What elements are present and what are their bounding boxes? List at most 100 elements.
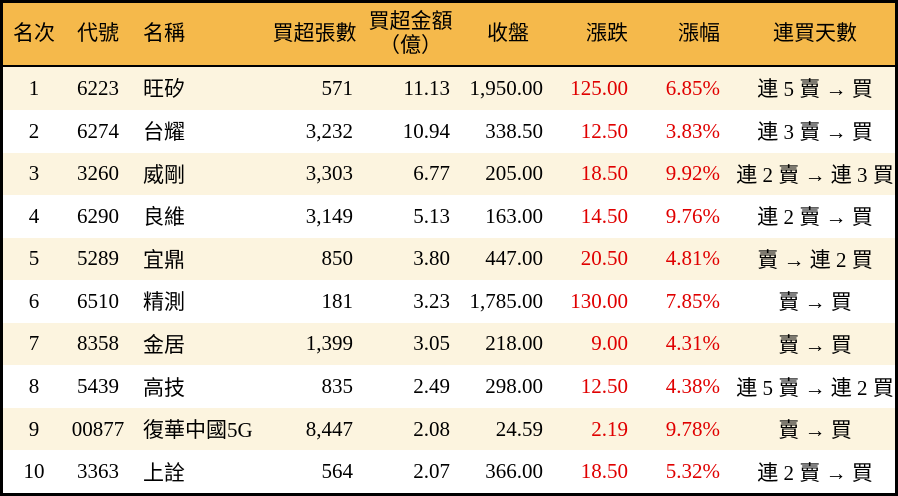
- table-row: 7 8358 金居 1,399 3.05 218.00 9.00 4.31% 賣…: [3, 322, 895, 366]
- cell-change-pct: 4.31%: [665, 331, 720, 356]
- cell-close: 1,950.00: [469, 75, 544, 100]
- cell-change: 2.19: [591, 416, 628, 441]
- table-body: 1 6223 旺矽 571 11.13 1,950.00 125.00 6.85…: [3, 66, 895, 493]
- cell-volume: 8,447: [305, 416, 353, 441]
- cell-streak: 賣 → 買: [778, 418, 852, 443]
- cell-volume: 3,232: [305, 118, 353, 143]
- table-header: 名次 代號 名稱 買超張數 買超金額 （億） 收盤 漲跌 漲幅 連買天數: [3, 3, 895, 67]
- col-header-volume: 買超張數: [266, 3, 363, 67]
- cell-streak: 連 3 賣 → 買: [757, 120, 873, 145]
- cell-rank: 10: [23, 459, 45, 484]
- cell-name: 宜鼎: [143, 247, 185, 272]
- cell-change: 130.00: [570, 288, 628, 313]
- cell-amount: 2.08: [413, 416, 450, 441]
- cell-rank: 3: [28, 161, 40, 186]
- cell-amount: 3.05: [413, 331, 450, 356]
- cell-volume: 181: [321, 288, 354, 313]
- cell-code: 00877: [71, 416, 125, 441]
- cell-rank: 1: [28, 75, 40, 100]
- cell-streak: 連 2 賣 → 買: [757, 460, 873, 485]
- cell-volume: 835: [321, 374, 354, 399]
- cell-rank: 5: [28, 246, 40, 271]
- cell-name: 旺矽: [143, 77, 185, 102]
- cell-volume: 850: [321, 246, 354, 271]
- table-row: 10 3363 上詮 564 2.07 366.00 18.50 5.32% 連…: [3, 450, 895, 493]
- cell-streak: 連 5 賣 → 買: [757, 77, 873, 102]
- cell-change: 18.50: [580, 459, 628, 484]
- cell-code: 6223: [77, 75, 119, 100]
- cell-change-pct: 3.83%: [665, 118, 720, 143]
- cell-rank: 2: [28, 118, 40, 143]
- cell-change-pct: 4.38%: [665, 374, 720, 399]
- cell-close: 298.00: [485, 374, 543, 399]
- col-header-change: 漲跌: [558, 3, 640, 67]
- cell-change-pct: 9.78%: [665, 416, 720, 441]
- cell-change-pct: 6.85%: [665, 75, 720, 100]
- header-row: 名次 代號 名稱 買超張數 買超金額 （億） 收盤 漲跌 漲幅 連買天數: [3, 3, 895, 67]
- net-buy-ranking-table: 名次 代號 名稱 買超張數 買超金額 （億） 收盤 漲跌 漲幅 連買天數 1 62…: [3, 3, 895, 493]
- cell-code: 6510: [77, 288, 119, 313]
- cell-code: 3260: [77, 161, 119, 186]
- cell-streak: 賣 → 買: [778, 332, 852, 357]
- cell-close: 24.59: [495, 416, 543, 441]
- cell-code: 5289: [77, 246, 119, 271]
- col-header-name: 名稱: [131, 3, 266, 67]
- cell-rank: 6: [28, 288, 40, 313]
- cell-change: 12.50: [580, 374, 628, 399]
- cell-change-pct: 9.76%: [665, 203, 720, 228]
- cell-close: 1,785.00: [469, 288, 544, 313]
- cell-amount: 11.13: [403, 75, 450, 100]
- cell-rank: 9: [28, 416, 40, 441]
- cell-close: 163.00: [485, 203, 543, 228]
- cell-rank: 7: [28, 331, 40, 356]
- cell-streak: 賣 → 連 2 買: [757, 247, 873, 272]
- table-row: 6 6510 精測 181 3.23 1,785.00 130.00 7.85%…: [3, 280, 895, 323]
- cell-code: 3363: [77, 459, 119, 484]
- cell-volume: 3,303: [305, 161, 353, 186]
- cell-change-pct: 9.92%: [665, 161, 720, 186]
- col-header-code: 代號: [65, 3, 131, 67]
- cell-streak: 連 2 賣 → 連 3 買: [736, 162, 894, 187]
- cell-volume: 564: [321, 459, 354, 484]
- cell-change: 9.00: [591, 331, 628, 356]
- col-header-rank: 名次: [3, 3, 65, 67]
- cell-close: 366.00: [485, 459, 543, 484]
- cell-change: 18.50: [580, 161, 628, 186]
- cell-close: 447.00: [485, 246, 543, 271]
- cell-volume: 3,149: [305, 203, 353, 228]
- cell-name: 台耀: [143, 120, 185, 145]
- cell-name: 復華中國5G: [143, 418, 253, 443]
- cell-name: 上詮: [143, 460, 185, 485]
- cell-name: 良維: [143, 205, 185, 230]
- cell-streak: 賣 → 買: [778, 290, 852, 315]
- cell-change-pct: 5.32%: [665, 459, 720, 484]
- cell-code: 6290: [77, 203, 119, 228]
- cell-amount: 6.77: [413, 161, 450, 186]
- table-row: 9 00877 復華中國5G 8,447 2.08 24.59 2.19 9.7…: [3, 407, 895, 451]
- cell-change: 14.50: [580, 203, 628, 228]
- cell-amount: 2.49: [413, 374, 450, 399]
- cell-rank: 4: [28, 203, 40, 228]
- cell-amount: 3.80: [413, 246, 450, 271]
- col-header-close: 收盤: [458, 3, 558, 67]
- cell-amount: 10.94: [402, 118, 450, 143]
- cell-volume: 1,399: [305, 331, 353, 356]
- cell-change: 20.50: [580, 246, 628, 271]
- cell-volume: 571: [321, 75, 354, 100]
- table-row: 5 5289 宜鼎 850 3.80 447.00 20.50 4.81% 賣 …: [3, 237, 895, 281]
- cell-amount: 2.07: [413, 459, 450, 484]
- cell-close: 218.00: [485, 331, 543, 356]
- cell-code: 8358: [77, 331, 119, 356]
- cell-change-pct: 7.85%: [665, 288, 720, 313]
- cell-change-pct: 4.81%: [665, 246, 720, 271]
- cell-name: 威剛: [143, 162, 185, 187]
- cell-streak: 連 2 賣 → 買: [757, 205, 873, 230]
- cell-streak: 連 5 賣 → 連 2 買: [736, 375, 894, 400]
- cell-close: 205.00: [485, 161, 543, 186]
- cell-code: 5439: [77, 374, 119, 399]
- col-header-amount-line1: 買超金額: [368, 9, 453, 34]
- cell-change: 12.50: [580, 118, 628, 143]
- table-row: 4 6290 良維 3,149 5.13 163.00 14.50 9.76% …: [3, 195, 895, 238]
- col-header-streak: 連買天數: [735, 3, 895, 67]
- table-row: 2 6274 台耀 3,232 10.94 338.50 12.50 3.83%…: [3, 109, 895, 153]
